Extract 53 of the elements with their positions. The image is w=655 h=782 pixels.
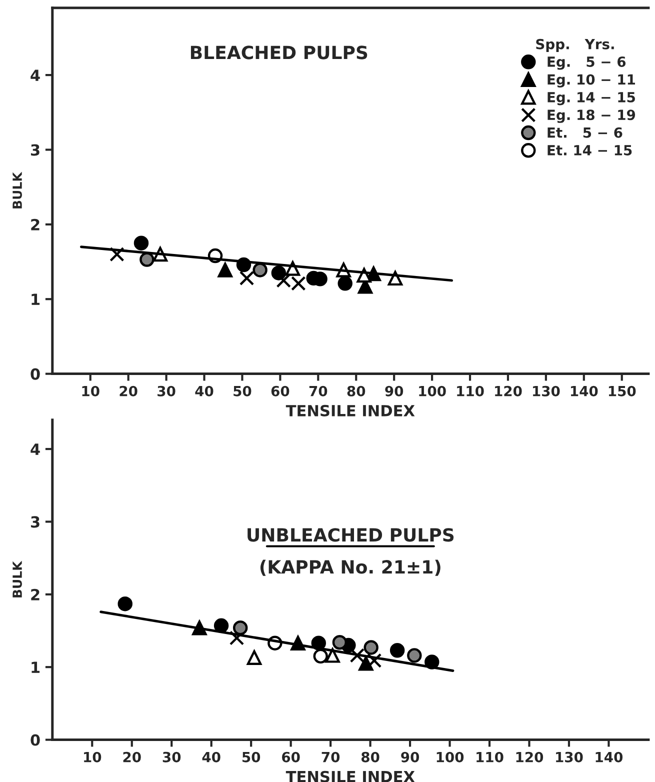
text: BLEACHED PULPS — [190, 46, 368, 60]
x-tick-label: 20 — [120, 386, 138, 396]
x-tick-label: 120 — [516, 752, 544, 762]
x-tick-label: 110 — [476, 752, 504, 762]
y-tick-label: 2 — [31, 218, 40, 230]
x-tick-label: 10 — [82, 386, 100, 396]
y-tick-label: 1 — [32, 294, 40, 305]
x-tick-label: 90 — [401, 752, 420, 762]
legend-title: Spp. Yrs. — [536, 38, 614, 52]
x-tick-label: 100 — [436, 752, 464, 762]
x-tick-label: 40 — [202, 752, 220, 762]
x-tick-label: 50 — [242, 752, 260, 762]
x-tick-label: 110 — [457, 386, 484, 396]
x-tick-label: 120 — [495, 386, 522, 396]
y-axis-title: BULK — [12, 560, 22, 598]
legend-label: Eg. 18 − 19 — [548, 110, 636, 123]
legend-label: Eg. 10 − 11 — [548, 74, 635, 88]
legend-label: Eg. 5 − 6 — [548, 56, 626, 70]
y-tick-label: 4 — [30, 70, 40, 81]
x-tick-label: 90 — [385, 386, 404, 396]
y-tick-label: 0 — [30, 368, 40, 380]
x-tick-label: 10 — [84, 752, 102, 762]
x-tick-label: 20 — [123, 752, 141, 762]
text: (KAPPA No. 21±1) — [260, 560, 440, 576]
y-tick-label: 4 — [30, 444, 40, 455]
x-tick-label: 30 — [162, 752, 181, 762]
x-tick-label: 30 — [158, 386, 176, 396]
x-tick-label: 60 — [282, 752, 300, 762]
text: UNBLEACHED PULPS — [248, 528, 454, 542]
x-tick-label: 60 — [271, 386, 290, 396]
y-tick-label: 0 — [30, 734, 40, 746]
x-axis-title: TENSILE INDEX — [286, 770, 415, 782]
x-tick-label: 130 — [533, 386, 560, 396]
x-tick-label: 130 — [556, 752, 583, 762]
y-tick-label: 2 — [31, 588, 40, 600]
x-tick-label: 70 — [309, 386, 328, 396]
x-tick-label: 80 — [347, 386, 366, 396]
x-axis-title: TENSILE INDEX — [286, 404, 415, 416]
x-tick-label: 140 — [596, 752, 623, 762]
x-tick-label: 100 — [419, 386, 446, 396]
x-tick-label: 70 — [322, 752, 340, 762]
x-tick-label: 80 — [361, 752, 380, 762]
y-axis-title: BULK — [12, 172, 22, 208]
legend-label: Et. 5 − 6 — [548, 127, 622, 138]
y-tick-label: 1 — [32, 662, 40, 673]
legend-label: Et. 14 − 15 — [548, 145, 632, 156]
x-tick-label: 140 — [570, 386, 598, 396]
y-tick-label: 3 — [30, 144, 40, 156]
legend-label: Eg. 14 − 15 — [548, 92, 635, 106]
x-tick-label: 40 — [195, 386, 214, 396]
x-tick-label: 150 — [608, 386, 636, 396]
y-tick-label: 3 — [30, 516, 40, 528]
x-tick-label: 50 — [234, 386, 252, 396]
